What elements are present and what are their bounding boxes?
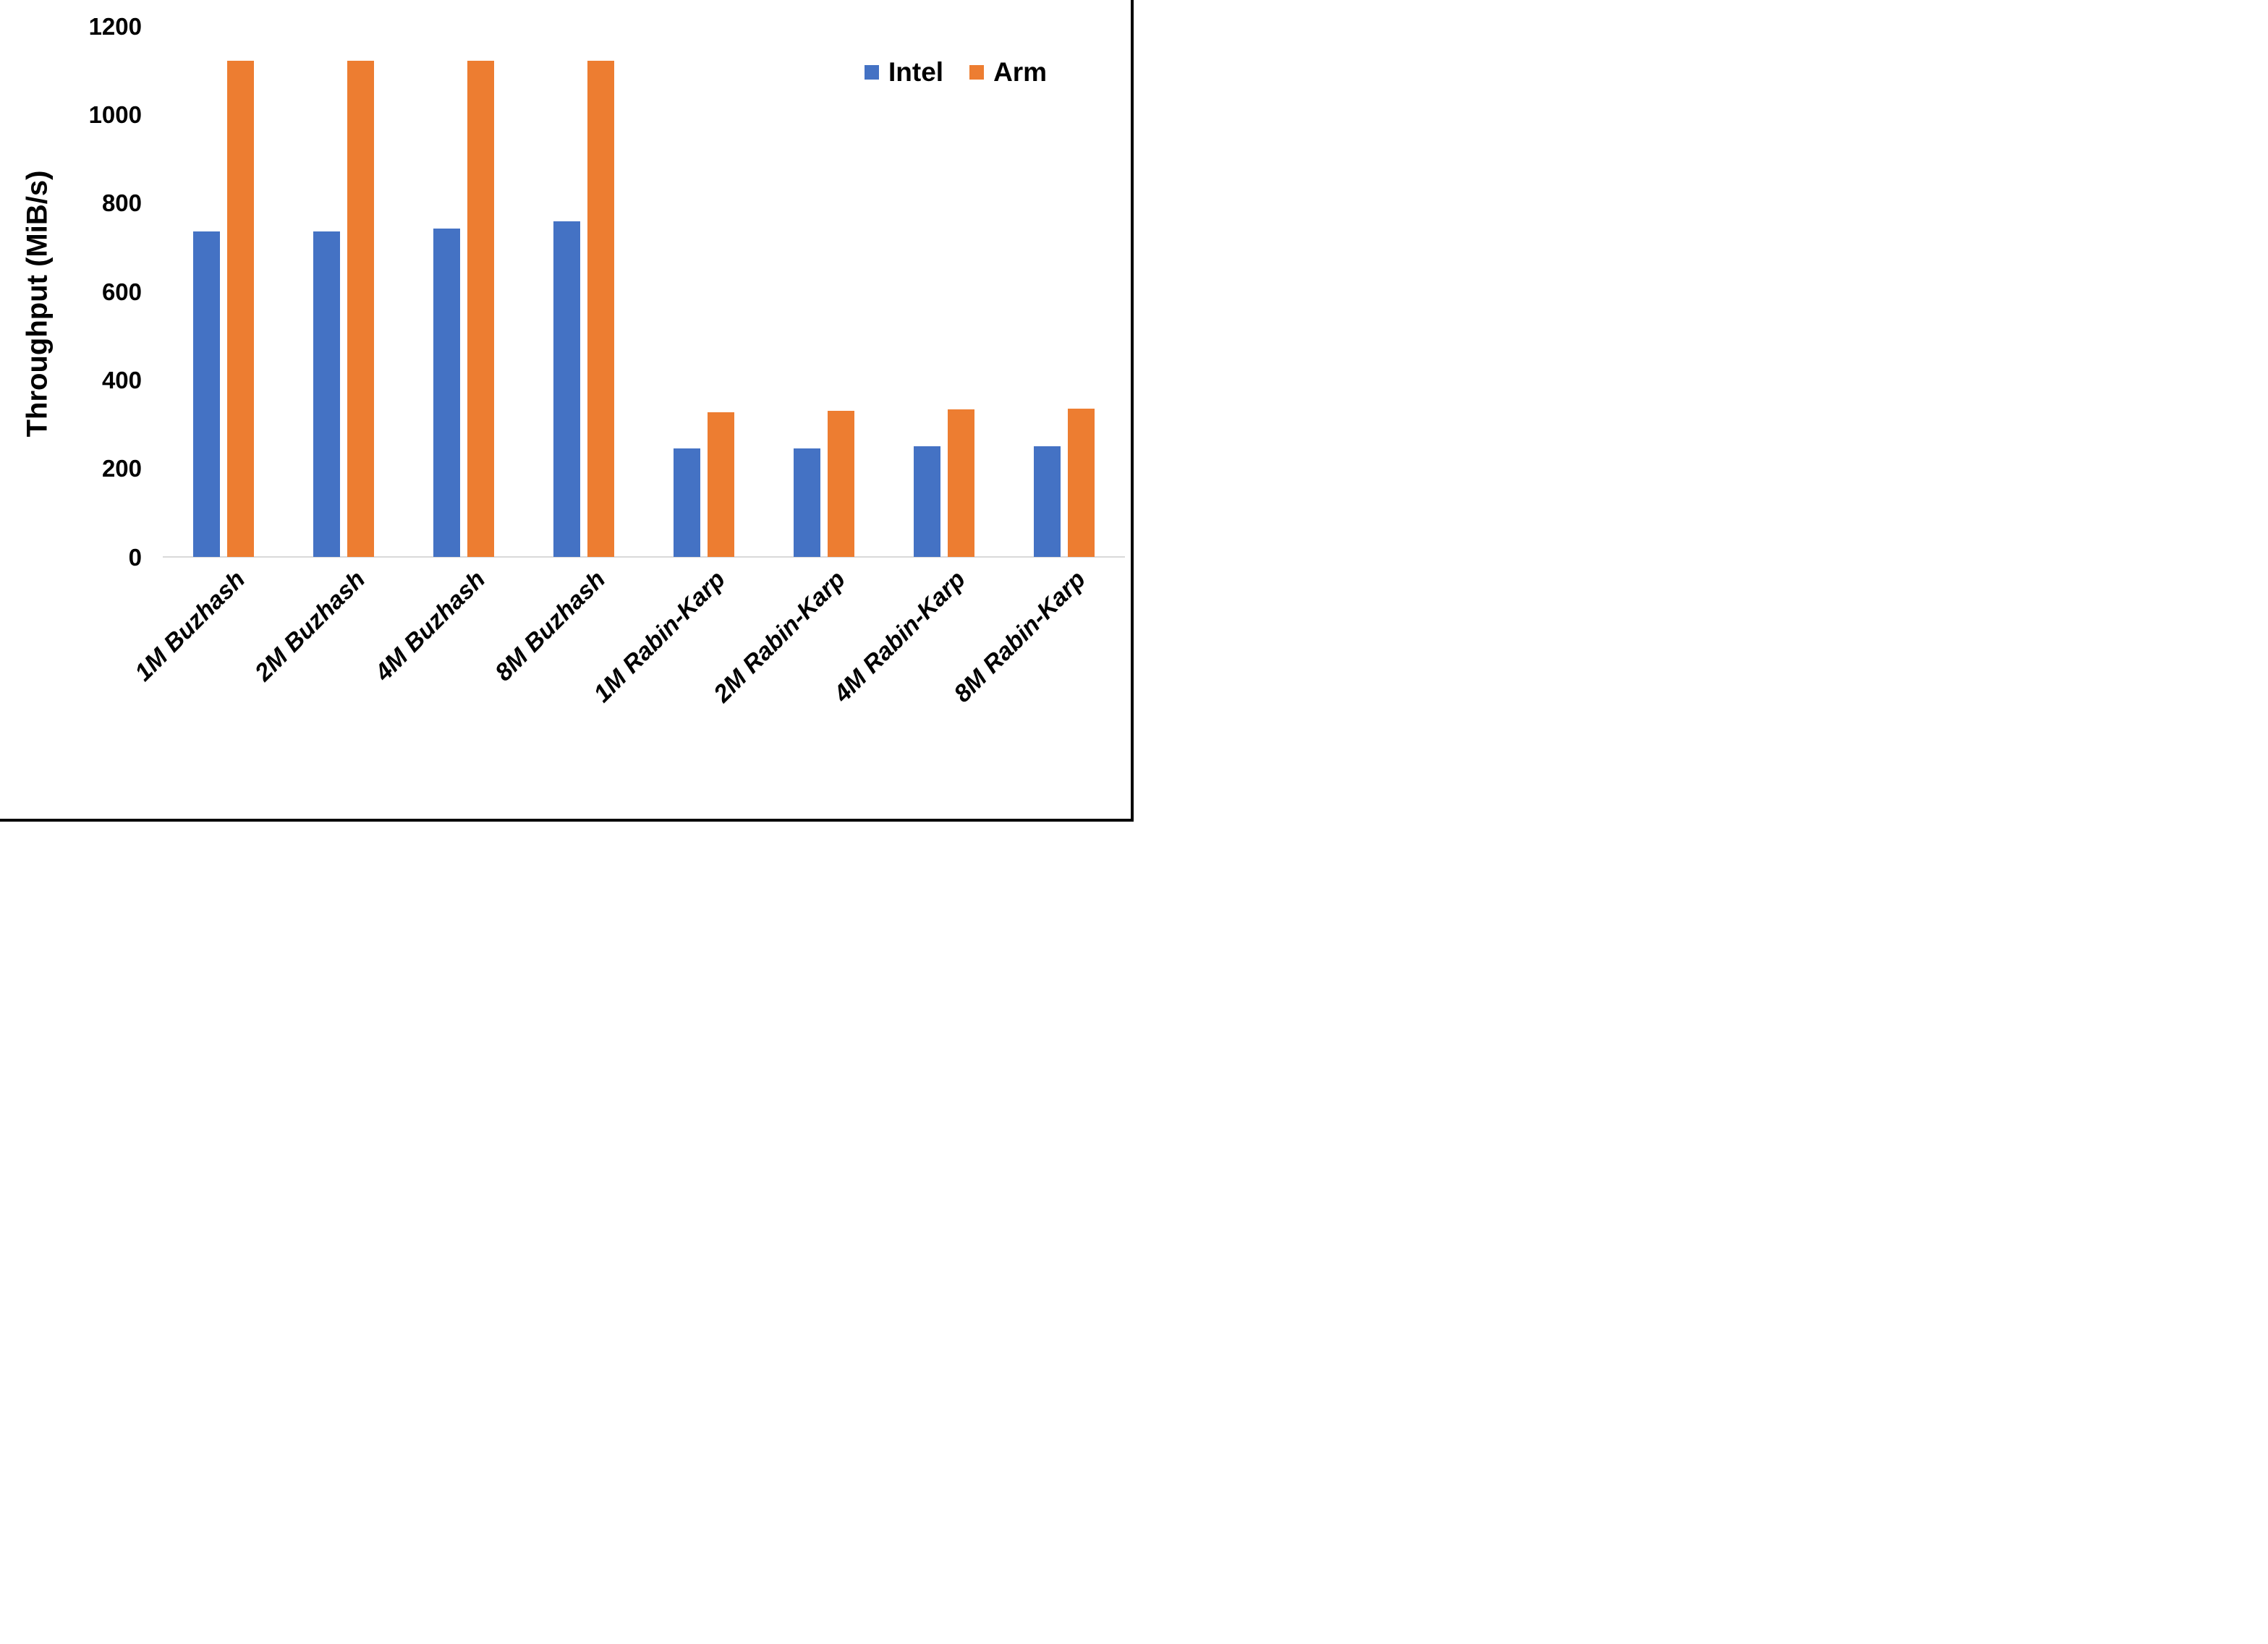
y-tick-label: 1000 xyxy=(88,101,142,128)
y-tick-label: 1200 xyxy=(88,12,142,40)
bar-intel xyxy=(674,448,700,557)
bar-group xyxy=(433,60,494,557)
legend-swatch-icon xyxy=(969,65,985,80)
y-tick-label: 200 xyxy=(101,455,142,482)
legend-swatch-icon xyxy=(865,65,879,80)
bar-group xyxy=(553,60,614,557)
bar-intel xyxy=(1034,446,1061,557)
bar-intel xyxy=(313,231,340,557)
bar-arm xyxy=(467,60,494,557)
bar-group xyxy=(313,60,374,557)
bar-group xyxy=(914,409,974,557)
chart-frame: Throughput (MiB/s) 0 200 400 600 800 1000 1200… xyxy=(0,0,1134,822)
legend-label: Arm xyxy=(993,57,1048,87)
category-label: 8M Buzhash xyxy=(489,566,611,687)
plot-area xyxy=(163,26,1125,557)
bar-arm xyxy=(587,60,614,557)
bar-arm xyxy=(708,412,734,557)
bar-intel xyxy=(794,448,820,557)
bar-arm xyxy=(1068,409,1095,557)
bar-intel xyxy=(914,446,940,557)
bar-arm xyxy=(828,411,854,557)
legend-item-intel: Intel xyxy=(865,56,943,88)
y-tick-label: 800 xyxy=(101,189,142,217)
bar-intel xyxy=(433,228,460,557)
category-label: 4M Rabin-Karp xyxy=(828,566,971,708)
legend: Intel Arm xyxy=(865,56,1047,88)
legend-item-arm: Arm xyxy=(969,56,1047,88)
category-label: 1M Rabin-Karp xyxy=(588,566,731,708)
legend-label: Intel xyxy=(888,57,944,87)
bar-group xyxy=(794,411,854,557)
bar-arm xyxy=(227,60,254,557)
category-label: 2M Rabin-Karp xyxy=(708,566,851,708)
x-axis-line xyxy=(163,556,1125,558)
category-label: 1M Buzhash xyxy=(129,566,250,687)
bar-intel xyxy=(553,221,580,557)
y-tick-label: 600 xyxy=(101,278,142,305)
bar-arm xyxy=(948,409,974,557)
category-label: 8M Rabin-Karp xyxy=(948,566,1091,708)
y-tick-label: 0 xyxy=(128,543,142,571)
bar-group xyxy=(674,412,734,557)
y-tick-label: 400 xyxy=(101,366,142,393)
bar-group xyxy=(1034,409,1095,557)
category-label: 2M Buzhash xyxy=(249,566,370,687)
bar-intel xyxy=(193,231,220,557)
category-label: 4M Buzhash xyxy=(369,566,490,687)
bar-group xyxy=(193,60,254,557)
bar-arm xyxy=(347,60,374,557)
